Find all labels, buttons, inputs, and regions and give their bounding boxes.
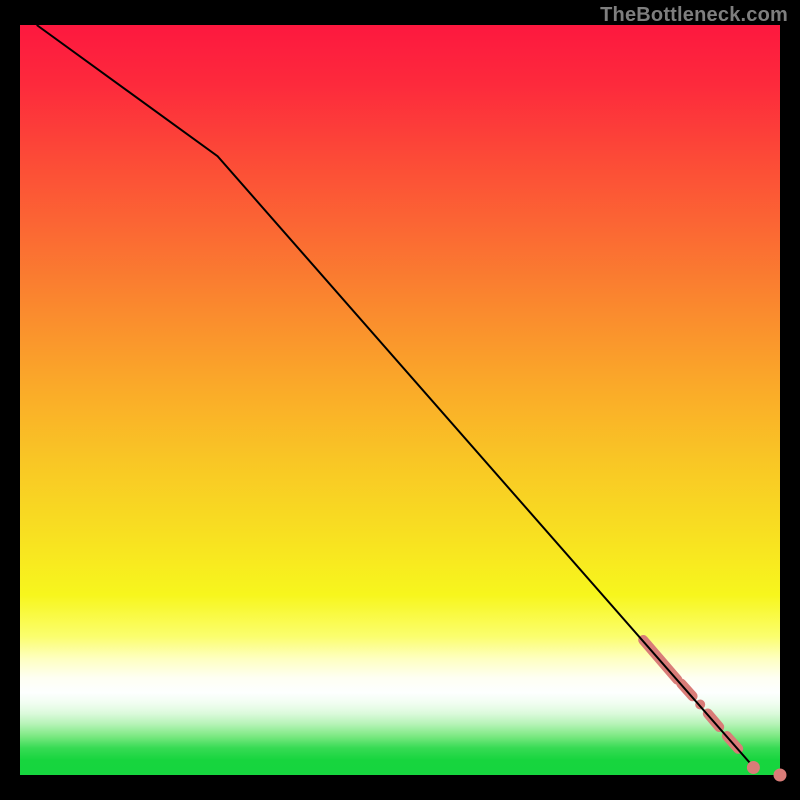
- end-marker: [747, 761, 760, 774]
- watermark-text: TheBottleneck.com: [600, 4, 788, 27]
- bottleneck-chart: [0, 0, 800, 800]
- chart-root: { "watermark": { "text": "TheBottleneck.…: [0, 0, 800, 800]
- end-marker: [774, 769, 787, 782]
